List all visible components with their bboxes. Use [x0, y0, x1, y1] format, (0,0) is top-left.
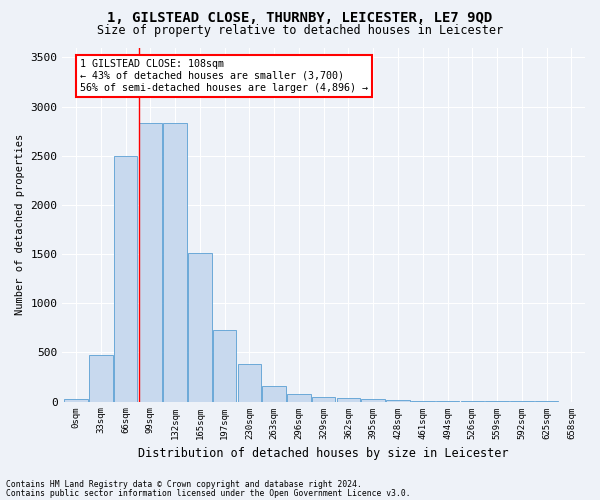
Text: Contains public sector information licensed under the Open Government Licence v3: Contains public sector information licen… — [6, 488, 410, 498]
Bar — [287, 394, 311, 402]
Bar — [188, 253, 212, 402]
Bar — [213, 330, 236, 402]
X-axis label: Distribution of detached houses by size in Leicester: Distribution of detached houses by size … — [139, 447, 509, 460]
Bar — [139, 123, 162, 402]
Bar — [114, 156, 137, 402]
Y-axis label: Number of detached properties: Number of detached properties — [15, 134, 25, 315]
Text: Size of property relative to detached houses in Leicester: Size of property relative to detached ho… — [97, 24, 503, 37]
Bar — [64, 399, 88, 402]
Bar — [89, 356, 113, 402]
Bar — [337, 398, 360, 402]
Bar — [386, 400, 410, 402]
Bar — [262, 386, 286, 402]
Bar — [163, 123, 187, 402]
Bar — [411, 400, 434, 402]
Bar — [312, 397, 335, 402]
Bar — [238, 364, 261, 402]
Bar — [361, 398, 385, 402]
Text: 1 GILSTEAD CLOSE: 108sqm
← 43% of detached houses are smaller (3,700)
56% of sem: 1 GILSTEAD CLOSE: 108sqm ← 43% of detach… — [80, 60, 368, 92]
Text: 1, GILSTEAD CLOSE, THURNBY, LEICESTER, LE7 9QD: 1, GILSTEAD CLOSE, THURNBY, LEICESTER, L… — [107, 11, 493, 25]
Text: Contains HM Land Registry data © Crown copyright and database right 2024.: Contains HM Land Registry data © Crown c… — [6, 480, 362, 489]
